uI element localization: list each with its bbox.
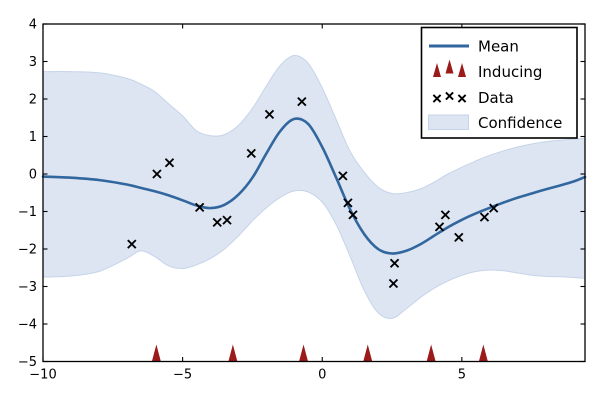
data-x-marker (297, 96, 307, 107)
data-x-marker (479, 212, 490, 222)
data-x-marker (440, 210, 451, 220)
data-x-marker (194, 202, 205, 213)
y-tick-label: −1 (18, 205, 37, 220)
data-x-marker (222, 215, 232, 225)
x-tick-label: −10 (29, 368, 56, 383)
data-x-marker (389, 258, 400, 268)
inducing-caret-marker (151, 344, 161, 362)
inducing-caret-marker (228, 344, 238, 362)
inducing-caret-marker (458, 63, 466, 77)
legend-label-inducing: Inducing (478, 63, 542, 81)
inducing-caret-marker (426, 344, 436, 362)
y-tick-label: 1 (29, 130, 37, 145)
legend-label-mean: Mean (478, 38, 519, 56)
inducing-caret-marker (478, 344, 488, 362)
y-tick-label: 2 (29, 93, 37, 108)
mean-line (41, 117, 587, 255)
data-x-marker (348, 210, 358, 220)
data-x-marker (338, 171, 348, 181)
y-tick-label: 3 (29, 55, 37, 70)
data-x-marker (489, 203, 499, 213)
y-tick-label: −5 (18, 355, 37, 370)
x-tick-label: 5 (458, 368, 466, 383)
data-x-marker (445, 91, 454, 101)
data-x-marker (432, 94, 442, 103)
legend-handles (428, 44, 469, 130)
data-x-marker (457, 94, 467, 103)
mean-line-layer (41, 117, 587, 255)
data-x-marker (343, 198, 353, 208)
inducing-caret-marker (363, 344, 373, 362)
inducing-caret-marker (445, 59, 454, 74)
data-x-marker (212, 217, 222, 228)
y-tick-label: 4 (29, 18, 37, 33)
legend-label-confidence: Confidence (478, 114, 562, 132)
data-x-marker (264, 109, 275, 120)
data-x-marker (388, 278, 399, 289)
legend-label-data: Data (478, 89, 514, 107)
inducing-caret-marker (433, 63, 441, 77)
data-x-marker (127, 239, 137, 249)
inducing-markers-layer (151, 344, 488, 362)
legend: Mean Inducing Data Confidence (420, 26, 578, 139)
y-tick-label: −3 (18, 280, 37, 295)
inducing-caret-marker (299, 344, 309, 362)
data-x-marker (454, 232, 464, 243)
x-tick-label: −5 (173, 368, 192, 383)
y-tick-label: 0 (29, 168, 37, 183)
x-tick-label: 0 (318, 368, 326, 383)
data-x-marker (164, 158, 175, 168)
data-markers-layer (127, 96, 499, 289)
y-tick-label: −4 (18, 318, 37, 333)
axes-spines (42, 23, 586, 363)
legend-confidence-patch (428, 114, 469, 130)
data-x-marker (434, 222, 445, 232)
y-tick-label: −2 (18, 243, 37, 258)
data-x-marker (246, 148, 256, 159)
data-x-marker (152, 169, 162, 179)
